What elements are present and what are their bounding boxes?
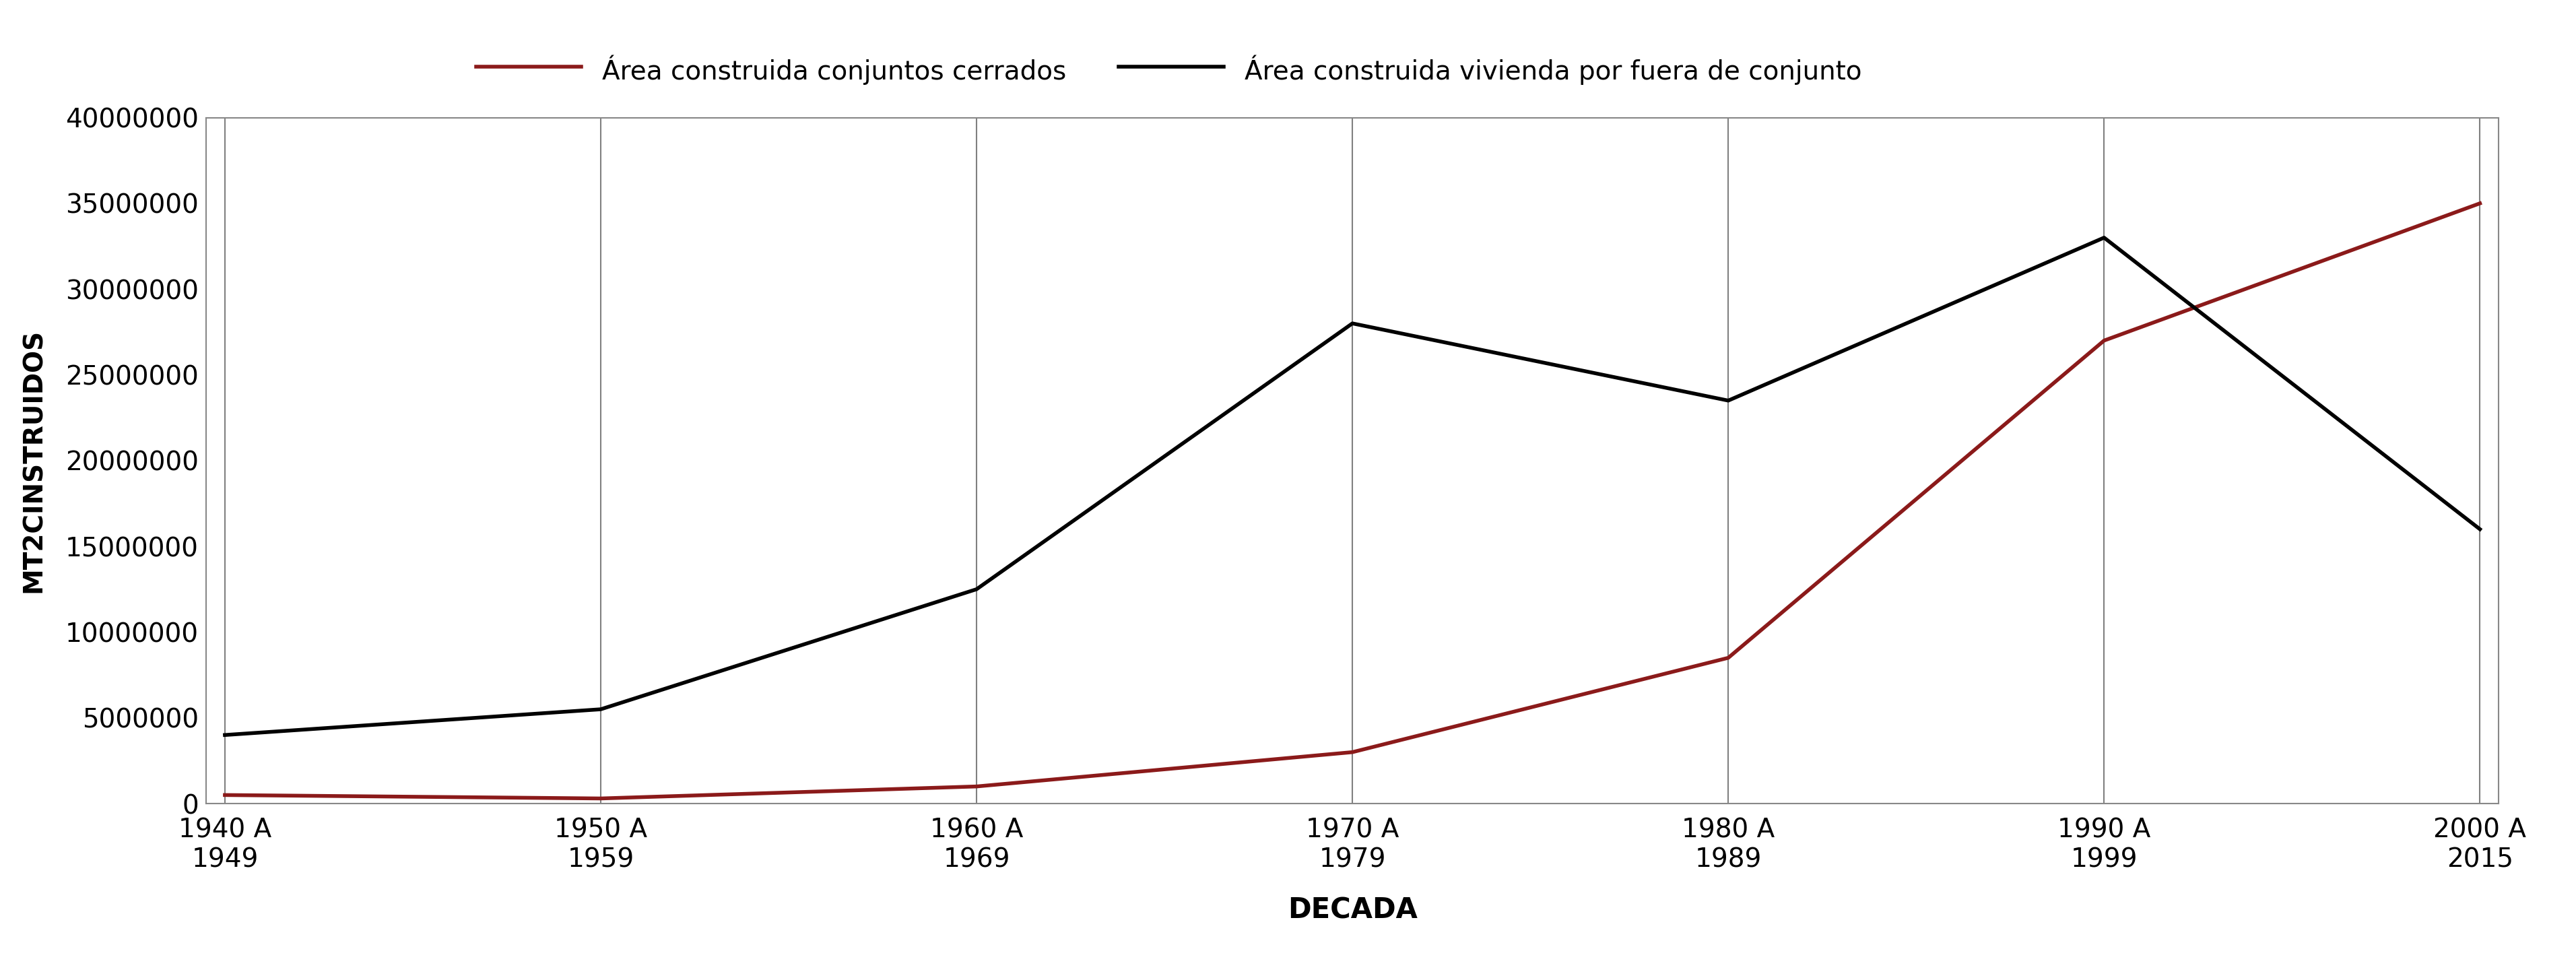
Área construida conjuntos cerrados	[2465, 197, 2496, 209]
Y-axis label: MT2CINSTRUIDOS: MT2CINSTRUIDOS	[21, 328, 46, 593]
Line: Área construida vivienda por fuera de conjunto: Área construida vivienda por fuera de co…	[224, 238, 2481, 735]
Área construida conjuntos cerrados	[961, 780, 992, 792]
Área construida vivienda por fuera de conjunto	[1337, 318, 1368, 329]
Área construida conjuntos cerrados	[1713, 652, 1744, 663]
Área construida vivienda por fuera de conjunto	[2089, 232, 2120, 244]
Área construida vivienda por fuera de conjunto	[1713, 395, 1744, 407]
Área construida vivienda por fuera de conjunto	[209, 729, 240, 741]
Line: Área construida conjuntos cerrados: Área construida conjuntos cerrados	[224, 203, 2481, 799]
Área construida conjuntos cerrados	[2089, 334, 2120, 346]
Área construida vivienda por fuera de conjunto	[961, 583, 992, 595]
Legend: Área construida conjuntos cerrados, Área construida vivienda por fuera de conjun: Área construida conjuntos cerrados, Área…	[464, 41, 1875, 100]
X-axis label: DECADA: DECADA	[1288, 897, 1417, 924]
Área construida vivienda por fuera de conjunto	[2465, 523, 2496, 535]
Área construida vivienda por fuera de conjunto	[585, 704, 616, 715]
Área construida conjuntos cerrados	[1337, 747, 1368, 759]
Área construida conjuntos cerrados	[585, 793, 616, 805]
Área construida conjuntos cerrados	[209, 789, 240, 801]
